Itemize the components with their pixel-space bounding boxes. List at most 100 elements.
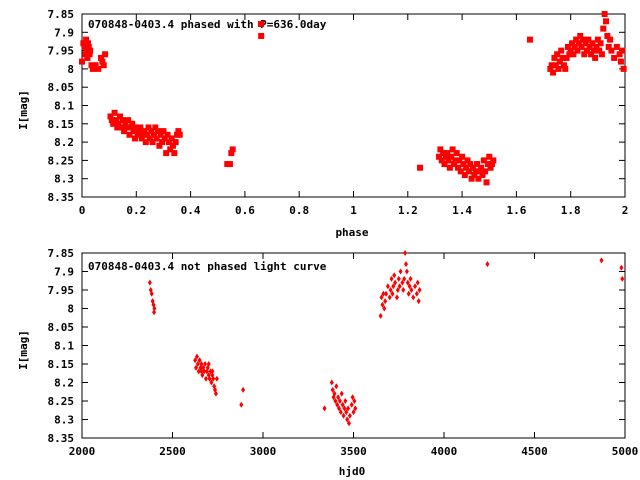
phased-data-point [617,58,624,65]
phased-data-point [126,131,133,138]
phased-data-point [83,47,90,54]
phased-data-point [574,47,581,54]
light-curve-data-point [337,405,342,412]
phased-data-point [556,58,563,65]
phased-data-point [596,47,603,54]
phased-data-point [155,128,162,135]
light-curve-data-point [620,275,625,282]
light-curve-y-tick-label: 8.25 [48,395,75,408]
light-curve-data-point [404,268,409,275]
phased-data-point [474,161,481,168]
phased-data-point [140,131,147,138]
light-curve-x-tick-label: 2000 [69,445,96,458]
phased-data-point [88,62,95,69]
phased-data-point [592,54,599,61]
phased-data-point [125,117,132,124]
light-curve-data-point [341,412,346,419]
phased-data-point [229,146,236,153]
phased-data-point [144,131,151,138]
light-curve-data-point [389,275,394,282]
light-curve-data-point [322,405,327,412]
phased-data-point [114,124,121,131]
phased-x-tick-label: 0.4 [181,204,201,217]
phased-chart-title: 070848-0403.4 phased with P=636.0day [88,18,327,31]
light-curve-chart-xlabel: hjd0 [339,465,366,478]
light-curve-data-point [195,361,200,367]
phased-data-point [92,62,99,69]
light-curve-data-point [345,416,350,423]
light-curve-data-point [380,301,385,308]
phased-data-point [82,51,89,58]
phased-data-point [142,139,149,146]
phased-data-point [130,128,137,135]
light-curve-data-point [338,409,343,416]
phased-chart-xlabel: phase [335,226,368,239]
phased-data-point [98,54,105,61]
phased-y-tick-label: 8.2 [54,136,74,149]
phased-data-point [258,32,265,39]
phased-data-point [437,146,444,153]
light-curve-chart-title: 070848-0403.4 not phased light curve [88,260,327,273]
light-curve-y-tick-label: 8.05 [48,321,75,334]
phased-data-point [567,47,574,54]
light-curve-data-point [194,353,199,360]
light-curve-data-point [379,294,384,301]
light-curve-data-point [210,368,215,375]
phased-data-point [547,65,554,72]
light-curve-data-point [332,390,337,397]
light-curve-data-point [397,283,402,290]
light-curve-data-point [401,287,406,293]
phased-data-point [107,113,114,120]
phased-data-point [471,172,478,179]
phased-data-point [150,131,157,138]
phased-data-point [84,54,91,61]
phased-data-point [444,150,451,157]
phased-data-point [570,51,577,58]
light-curve-x-tick-label: 3000 [250,445,277,458]
light-curve-chart: 070848-0403.4 not phased light curve hjd… [17,247,638,478]
light-curve-y-tick-label: 8.3 [54,414,74,427]
phased-data-point [108,117,115,124]
light-curve-data-point [599,257,604,264]
phased-data-point [133,124,140,131]
phased-data-point [526,36,533,43]
phased-data-point [131,135,138,142]
phased-x-tick-label: 1.4 [452,204,472,217]
phased-data-point [613,43,620,50]
phased-data-point [554,51,561,58]
phased-x-tick-label: 0.6 [235,204,255,217]
phased-data-point [160,128,167,135]
phased-data-point [129,120,136,127]
phased-data-point [486,153,493,160]
light-curve-data-point [391,283,396,290]
phased-data-point [117,113,124,120]
phased-y-tick-label: 7.95 [48,45,75,58]
light-curve-data-point [384,290,389,297]
phased-data-point [590,47,597,54]
phased-data-point [480,157,487,164]
phased-data-point [476,168,483,175]
phased-data-point [440,150,447,157]
light-curve-y-tick-label: 8 [67,303,74,316]
phased-data-point [152,124,159,131]
light-curve-x-tick-label: 5000 [612,445,639,458]
light-curve-y-tick-label: 8.2 [54,377,74,390]
light-curve-data-point [197,357,202,364]
light-curve-data-point [194,364,199,371]
phased-data-point [575,40,582,47]
light-curve-data-point [403,261,408,268]
light-curve-data-point [353,405,358,412]
phased-y-tick-label: 8.25 [48,154,75,167]
light-curve-y-tick-label: 7.9 [54,266,74,279]
phased-data-point [490,157,497,164]
light-curve-data-point [335,401,340,408]
phased-y-tick-label: 8.35 [48,191,75,204]
phased-data-point [145,124,152,131]
phased-data-point [81,43,88,50]
light-curve-data-point [350,394,355,401]
phased-x-tick-label: 0 [79,204,86,217]
phased-data-point [456,157,463,164]
light-curve-data-point [334,383,339,390]
phased-data-point [600,25,607,32]
